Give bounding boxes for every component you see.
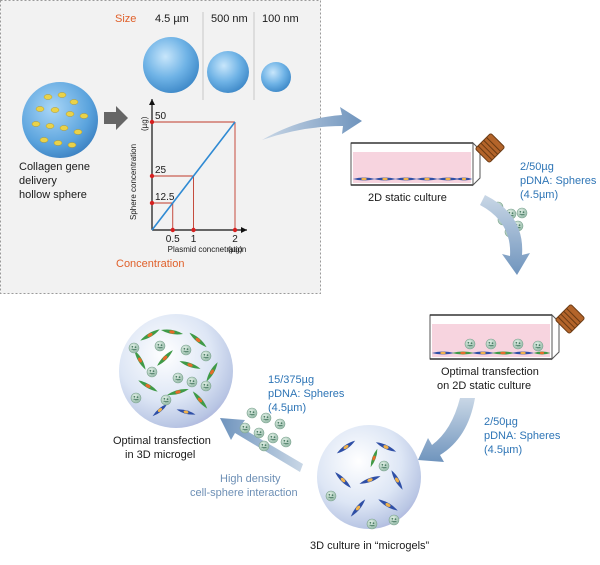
ratio-label-1: 2/50µg pDNA: Spheres (4.5µm) xyxy=(520,161,600,201)
beads-group-3 xyxy=(239,407,292,452)
sphere-500nm-icon xyxy=(207,51,249,93)
concentration-label: Concentration xyxy=(116,258,185,270)
arrow-down-icon xyxy=(480,195,530,275)
interaction-label: High density cell-sphere interaction xyxy=(190,473,298,499)
collagen-sphere-icon xyxy=(22,82,98,158)
tick-labels: 0.5 12.5 1 25 2 50 xyxy=(155,111,238,245)
x-tick-label: 0.5 xyxy=(166,234,180,245)
optimal-2d-label: Optimal transfection on 2D static cultur… xyxy=(437,366,542,392)
series-points xyxy=(149,119,238,233)
y-axis-arrowhead xyxy=(149,99,155,105)
x-marker xyxy=(191,227,196,233)
x-tick-label: 1 xyxy=(191,234,197,245)
x-marker xyxy=(170,227,175,233)
flask-optimal-2d-icon xyxy=(429,304,585,361)
arrow-curved-icon xyxy=(418,398,475,462)
static-2d-label: 2D static culture xyxy=(368,192,447,204)
y-marker xyxy=(149,173,155,179)
series-line xyxy=(151,121,236,231)
y-tick-label: 50 xyxy=(155,111,167,122)
x-marker xyxy=(232,227,238,233)
x-axis-label: Plasmid concnetration xyxy=(168,245,247,254)
y-marker xyxy=(149,119,155,125)
microgel-3d-icon xyxy=(317,425,421,530)
chart-guides xyxy=(152,121,236,230)
optimal-3d-label: Optimal transfection in 3D microgel xyxy=(113,435,214,461)
x-axis-arrowhead xyxy=(241,227,247,233)
sphere-4-5um-icon xyxy=(143,37,199,93)
y-tick-label: 25 xyxy=(155,165,167,176)
size-500nm-label: 500 nm xyxy=(211,13,248,25)
ratio-label-2: 2/50µg pDNA: Spheres (4.5µm) xyxy=(484,416,564,456)
x-tick-label: 2 xyxy=(232,234,238,245)
ratio-label-3: 15/375µg pDNA: Spheres (4.5µm) xyxy=(268,374,348,414)
y-marker xyxy=(149,200,155,206)
size-4-5um-label: 4.5 µm xyxy=(155,13,189,25)
y-tick-label: 12.5 xyxy=(155,192,175,203)
y-axis-label: Sphere concentration xyxy=(129,144,138,220)
concentration-chart: 0.5 12.5 1 25 2 50 Plasmid concnetration (µg)… xyxy=(129,99,247,254)
size-100nm-label: 100 nm xyxy=(262,13,299,25)
arrow-right-icon xyxy=(104,106,128,130)
microgel-optimal-icon xyxy=(119,314,233,428)
culture-3d-label: 3D culture in “microgels” xyxy=(310,540,430,552)
flask-2d-icon xyxy=(350,133,505,187)
y-axis-unit: (µg) xyxy=(140,116,149,131)
collagen-sphere-label: Collagen gene delivery hollow sphere xyxy=(19,161,93,201)
arrow-curved-icon xyxy=(262,107,362,140)
x-axis-unit: (µg) xyxy=(228,245,243,254)
sphere-100nm-icon xyxy=(261,62,291,92)
size-label: Size xyxy=(115,13,136,25)
